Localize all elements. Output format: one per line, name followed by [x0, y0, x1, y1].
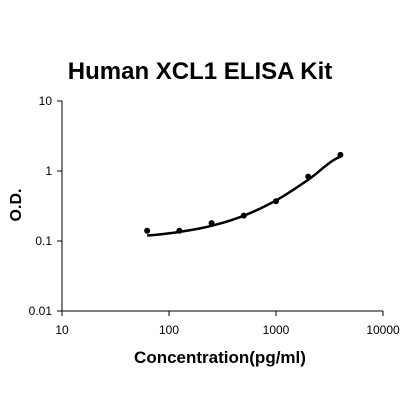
data-point-0 — [144, 227, 151, 234]
data-point-1 — [176, 227, 183, 234]
y-tick-label-1: 0.1 — [35, 234, 52, 248]
data-point-6 — [337, 151, 344, 158]
x-tick-label-1: 100 — [159, 323, 179, 337]
data-point-5 — [305, 173, 312, 180]
x-tick-label-0: 10 — [55, 323, 69, 337]
data-point-4 — [273, 198, 279, 205]
data-point-2 — [208, 220, 215, 227]
axes: 10 100 1000 10000 0.01 0.1 1 10 — [29, 94, 400, 337]
x-tick-label-2: 1000 — [263, 323, 290, 337]
data-point-3 — [240, 212, 247, 219]
x-axis-label: Concentration(pg/ml) — [134, 348, 306, 367]
y-tick-label-3: 10 — [39, 94, 53, 108]
x-tick-label-3: 10000 — [366, 323, 400, 337]
y-tick-label-0: 0.01 — [29, 304, 53, 318]
fit-curve-line — [147, 155, 341, 237]
y-tick-label-2: 1 — [45, 164, 52, 178]
data-points-layer — [144, 151, 344, 234]
chart-title: Human XCL1 ELISA Kit — [67, 58, 333, 85]
fit-curve-layer — [147, 155, 341, 237]
